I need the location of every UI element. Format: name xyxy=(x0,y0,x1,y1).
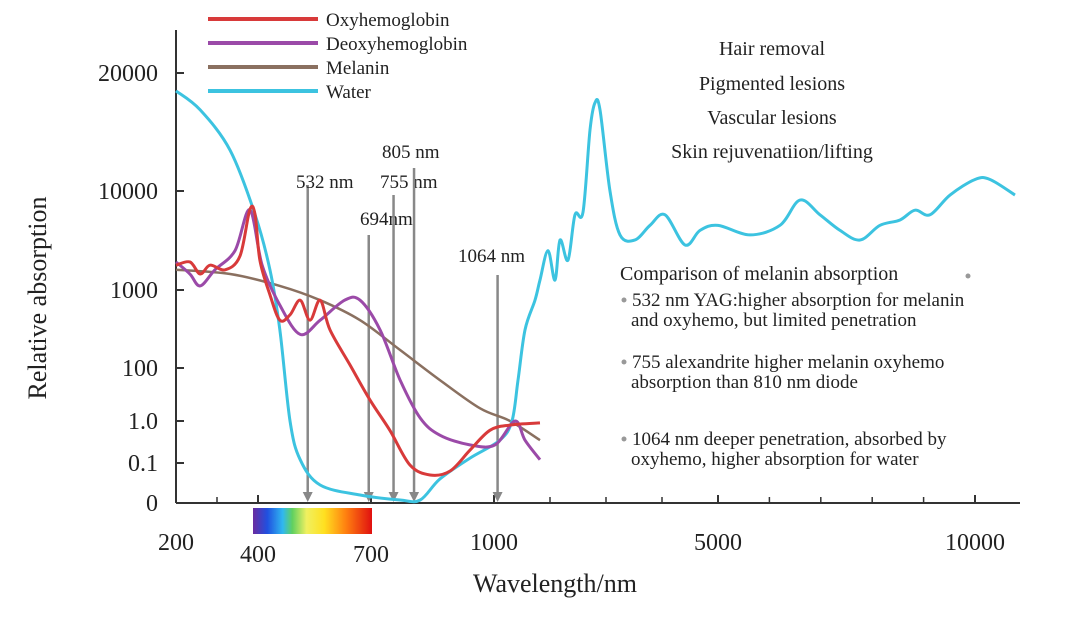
application-label: Vascular lesions xyxy=(707,107,837,129)
x-tick-label: 10000 xyxy=(945,530,1005,556)
series-line-oxyhemoglobin xyxy=(175,204,541,477)
bullet-dot xyxy=(621,359,627,365)
y-axis-label: Relative absorption xyxy=(23,197,52,400)
series-line-deoxyhemoglobin xyxy=(175,208,542,461)
x-tick-label: 700 xyxy=(353,542,389,568)
y-tick-label: 100 xyxy=(122,356,158,382)
marker-label: 1064 nm xyxy=(458,246,525,267)
marker-label: 805 nm xyxy=(382,142,440,163)
legend-label: Melanin xyxy=(326,58,390,79)
comparison-item-text: 532 nm YAG:higher absorption for melanin xyxy=(632,290,965,311)
comparison-item-text: absorption than 810 nm diode xyxy=(631,372,858,393)
application-label: Pigmented lesions xyxy=(699,73,845,95)
y-tick-label: 0.1 xyxy=(128,451,158,477)
application-label: Skin rejuvenatiion/lifting xyxy=(671,141,873,163)
y-tick-label: 0 xyxy=(146,491,158,517)
legend-label: Deoxyhemoglobin xyxy=(326,34,468,55)
x-tick-label: 400 xyxy=(240,542,276,568)
marker-label: 755 nm xyxy=(380,172,438,193)
x-tick-label: 200 xyxy=(158,530,194,556)
comparison-item-text: 1064 nm deeper penetration, absorbed by xyxy=(632,429,947,450)
comparison-item-text: oxyhemo, higher absorption for water xyxy=(631,449,919,470)
y-tick-label: 20000 xyxy=(98,61,158,87)
application-label: Hair removal xyxy=(719,38,826,60)
marker-arrowhead xyxy=(409,492,420,502)
visible-spectrum-bar xyxy=(253,508,372,534)
comparison-item-text: and oxyhemo, but limited penetration xyxy=(631,310,917,331)
series-line-water xyxy=(175,89,1016,504)
marker-label: 694nm xyxy=(360,209,413,230)
x-tick-label: 1000 xyxy=(470,530,518,556)
y-tick-label: 1.0 xyxy=(128,409,158,435)
bullet-dot xyxy=(621,436,627,442)
y-tick-label: 1000 xyxy=(110,278,158,304)
marker-label: 532 nm xyxy=(296,172,354,193)
legend-label: Oxyhemoglobin xyxy=(326,10,450,31)
x-axis-label: Wavelength/nm xyxy=(473,569,637,598)
x-tick-label: 5000 xyxy=(694,530,742,556)
comparison-title: Comparison of melanin absorption xyxy=(620,263,898,285)
bullet-dot xyxy=(621,297,627,303)
marker-arrowhead xyxy=(492,492,503,502)
marker-arrowhead xyxy=(302,492,313,502)
y-tick-label: 10000 xyxy=(98,179,158,205)
series-line-melanin xyxy=(175,268,541,442)
comparison-item-text: 755 alexandrite higher melanin oxyhemo xyxy=(632,352,944,373)
bullet-dot xyxy=(965,273,971,279)
legend-label: Water xyxy=(326,82,372,103)
marker-arrowhead xyxy=(388,492,399,502)
